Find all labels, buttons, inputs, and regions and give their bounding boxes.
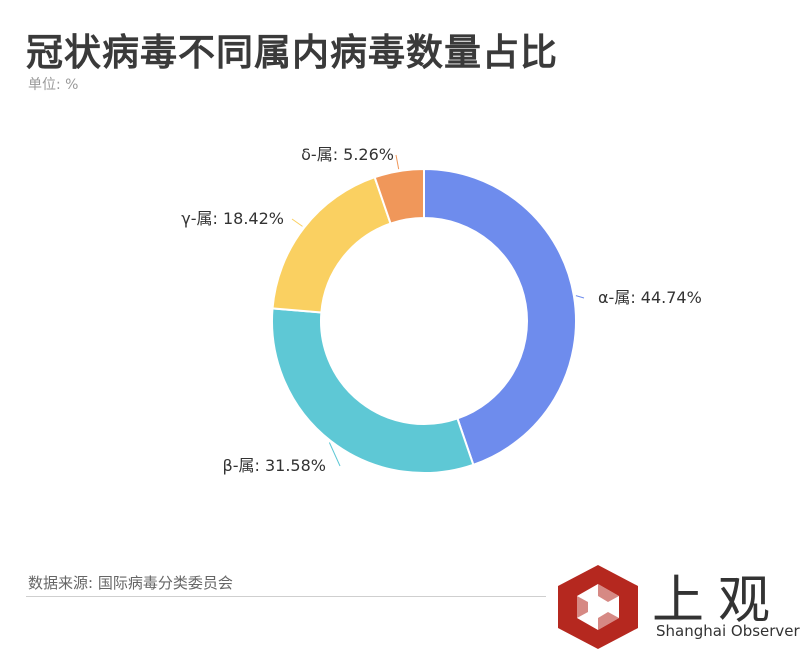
divider xyxy=(26,596,546,597)
slice-2 xyxy=(271,307,475,474)
brand-name-en: Shanghai Observer xyxy=(656,622,800,640)
leader-line-2 xyxy=(328,442,341,467)
slice-4 xyxy=(373,167,425,225)
slice-3 xyxy=(271,175,392,314)
leader-line-1 xyxy=(575,295,585,299)
slice-label-3: γ-属: 18.42% xyxy=(181,209,284,228)
leader-line-4 xyxy=(395,154,400,170)
leader-line-3 xyxy=(291,218,303,227)
slice-label-1: α-属: 44.74% xyxy=(598,288,702,307)
chart-title: 冠状病毒不同属内病毒数量占比 xyxy=(26,31,558,74)
slice-label-2: β-属: 31.58% xyxy=(223,456,326,475)
slice-1 xyxy=(423,167,577,467)
brand-name-cn: 上观 xyxy=(652,571,785,631)
source-text: 数据来源: 国际病毒分类委员会 xyxy=(28,574,233,592)
slice-label-4: δ-属: 5.26% xyxy=(301,145,394,164)
shanghai-observer-logo-icon xyxy=(558,565,638,649)
unit-label: 单位: % xyxy=(28,77,79,93)
